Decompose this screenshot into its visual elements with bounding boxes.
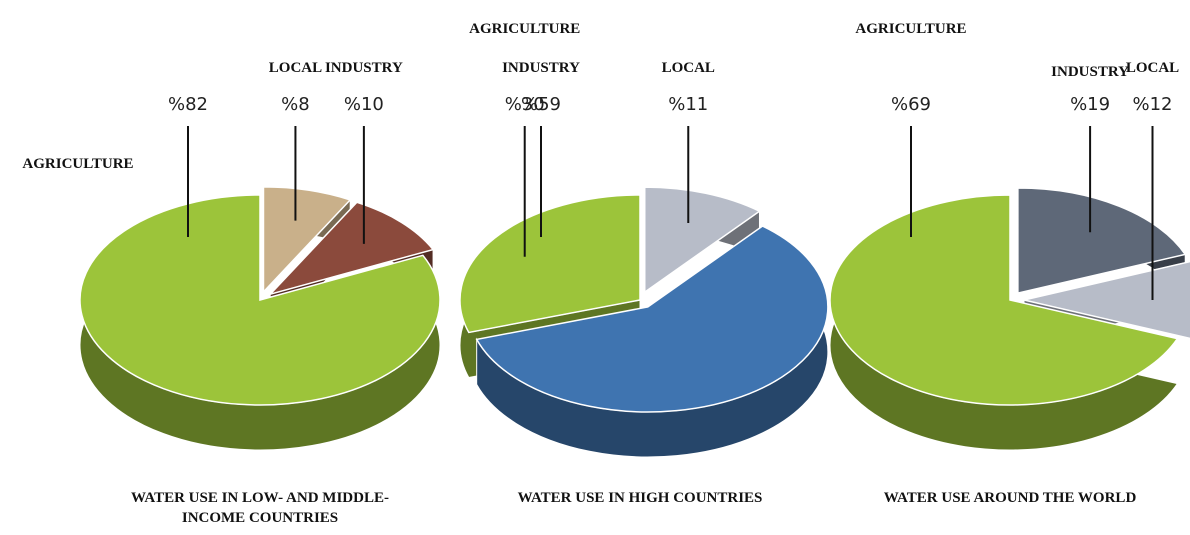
pie-title: WATER USE IN LOW- AND MIDDLE-INCOME COUN… bbox=[131, 490, 389, 526]
slice bbox=[643, 186, 761, 294]
slice bbox=[79, 194, 441, 406]
value-label: %30 bbox=[505, 94, 545, 115]
category-label: INDUSTRY bbox=[502, 60, 580, 76]
value-label: %59 bbox=[521, 94, 561, 115]
category-label: LOCAL bbox=[269, 60, 322, 76]
category-label: LOCAL bbox=[662, 60, 715, 76]
value-label: %82 bbox=[168, 94, 208, 115]
pie-title: WATER USE IN HIGH COUNTRIES bbox=[517, 490, 763, 506]
slice bbox=[262, 186, 352, 294]
slice bbox=[267, 201, 435, 296]
value-label: %69 bbox=[891, 94, 931, 115]
value-label: %10 bbox=[344, 94, 384, 115]
value-label: %11 bbox=[668, 94, 708, 115]
slice bbox=[1017, 187, 1187, 294]
value-label: %8 bbox=[281, 94, 310, 115]
category-label: AGRICULTURE bbox=[22, 156, 133, 172]
category-label: INDUSTRY bbox=[325, 60, 403, 76]
category-label: INDUSTRY bbox=[1051, 64, 1129, 80]
category-label: LOCAL bbox=[1126, 60, 1179, 76]
value-label: %19 bbox=[1070, 94, 1110, 115]
category-label: AGRICULTURE bbox=[469, 21, 580, 37]
slice bbox=[1023, 260, 1190, 340]
slice bbox=[459, 194, 641, 334]
slice bbox=[829, 194, 1179, 406]
slice bbox=[475, 225, 829, 413]
value-label: %12 bbox=[1132, 94, 1172, 115]
category-label: AGRICULTURE bbox=[855, 21, 966, 37]
pie-title: WATER USE AROUND THE WORLD bbox=[883, 490, 1137, 506]
